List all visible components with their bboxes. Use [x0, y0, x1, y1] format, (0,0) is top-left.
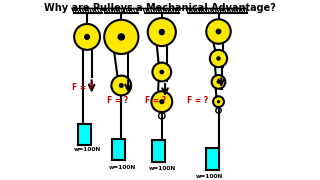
Circle shape — [152, 63, 171, 81]
Text: F = ?: F = ? — [107, 96, 128, 105]
Text: F = ?: F = ? — [145, 96, 166, 105]
Circle shape — [218, 101, 220, 103]
Circle shape — [119, 84, 123, 87]
Text: Why are Pulleys a Mechanical Advantage?: Why are Pulleys a Mechanical Advantage? — [44, 3, 276, 13]
Circle shape — [213, 96, 224, 107]
Circle shape — [74, 24, 100, 50]
Text: F = ?: F = ? — [72, 83, 93, 92]
Bar — [152, 140, 165, 162]
Bar — [206, 148, 220, 170]
Circle shape — [217, 81, 220, 83]
Text: w=100N: w=100N — [149, 166, 176, 171]
Circle shape — [159, 30, 164, 35]
Circle shape — [111, 76, 131, 95]
Text: w=100N: w=100N — [109, 165, 136, 170]
Text: F = ?: F = ? — [188, 96, 209, 105]
Circle shape — [104, 20, 139, 54]
Circle shape — [217, 57, 220, 60]
Circle shape — [148, 18, 176, 46]
Bar — [112, 139, 125, 160]
Circle shape — [160, 70, 164, 74]
Circle shape — [85, 35, 89, 39]
Circle shape — [160, 100, 164, 103]
Bar — [77, 124, 91, 145]
Circle shape — [151, 91, 172, 112]
Circle shape — [210, 50, 227, 67]
Text: w=100N: w=100N — [196, 174, 223, 179]
Circle shape — [216, 29, 221, 34]
Text: w=100N: w=100N — [74, 147, 101, 152]
Circle shape — [212, 75, 225, 89]
Circle shape — [206, 19, 231, 44]
Circle shape — [118, 34, 124, 40]
